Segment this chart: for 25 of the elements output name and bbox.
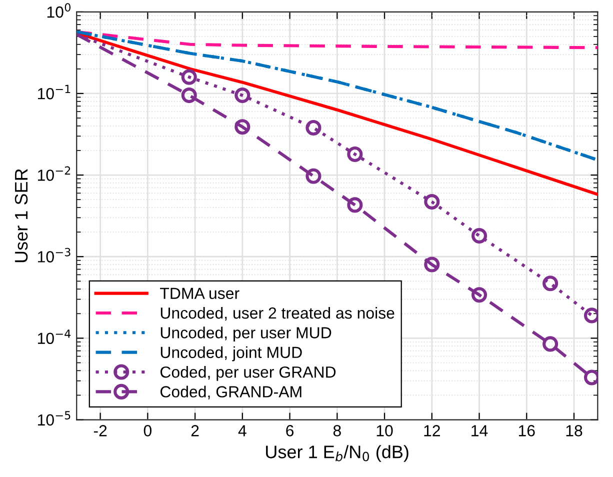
y-tick-label: 10$^{0}$: [47, 3, 70, 18]
legend-label: Coded, per user GRAND: [160, 366, 336, 381]
legend-label: Uncoded, per user MUD: [160, 326, 332, 342]
x-tick-label: 6: [286, 425, 294, 436]
y-tick-label: 10$^{−3}$: [38, 248, 70, 262]
y-tick-label: 10$^{−1}$: [38, 84, 70, 100]
y-tick-label: 10$^{−5}$: [38, 411, 70, 426]
y-axis-title: User 1 SER: [14, 169, 28, 262]
x-tick-label: 18: [566, 425, 582, 436]
legend-label: Uncoded, user 2 treated as noise: [160, 306, 394, 321]
legend-label: Coded, GRAND-AM: [160, 386, 302, 400]
legend-label: TDMA user: [160, 288, 240, 300]
x-axis-title: User 1 E$_{b}$/N$_{0}$ (dB): [266, 445, 408, 462]
x-tick-label: 8: [333, 425, 341, 436]
y-tick-label: 10$^{−2}$: [38, 166, 70, 181]
x-tick-label: -2: [94, 425, 107, 436]
x-tick-label: 0: [144, 425, 152, 436]
x-tick-label: 4: [238, 425, 246, 436]
legend-label: Uncoded, joint MUD: [160, 346, 302, 362]
x-tick-label: 10: [376, 425, 393, 436]
x-tick-label: 12: [424, 425, 440, 436]
x-tick-label: 16: [518, 425, 535, 436]
y-tick-label: 10$^{−4}$: [38, 330, 71, 344]
x-tick-label: 2: [191, 425, 199, 436]
x-tick-label: 14: [472, 425, 488, 436]
